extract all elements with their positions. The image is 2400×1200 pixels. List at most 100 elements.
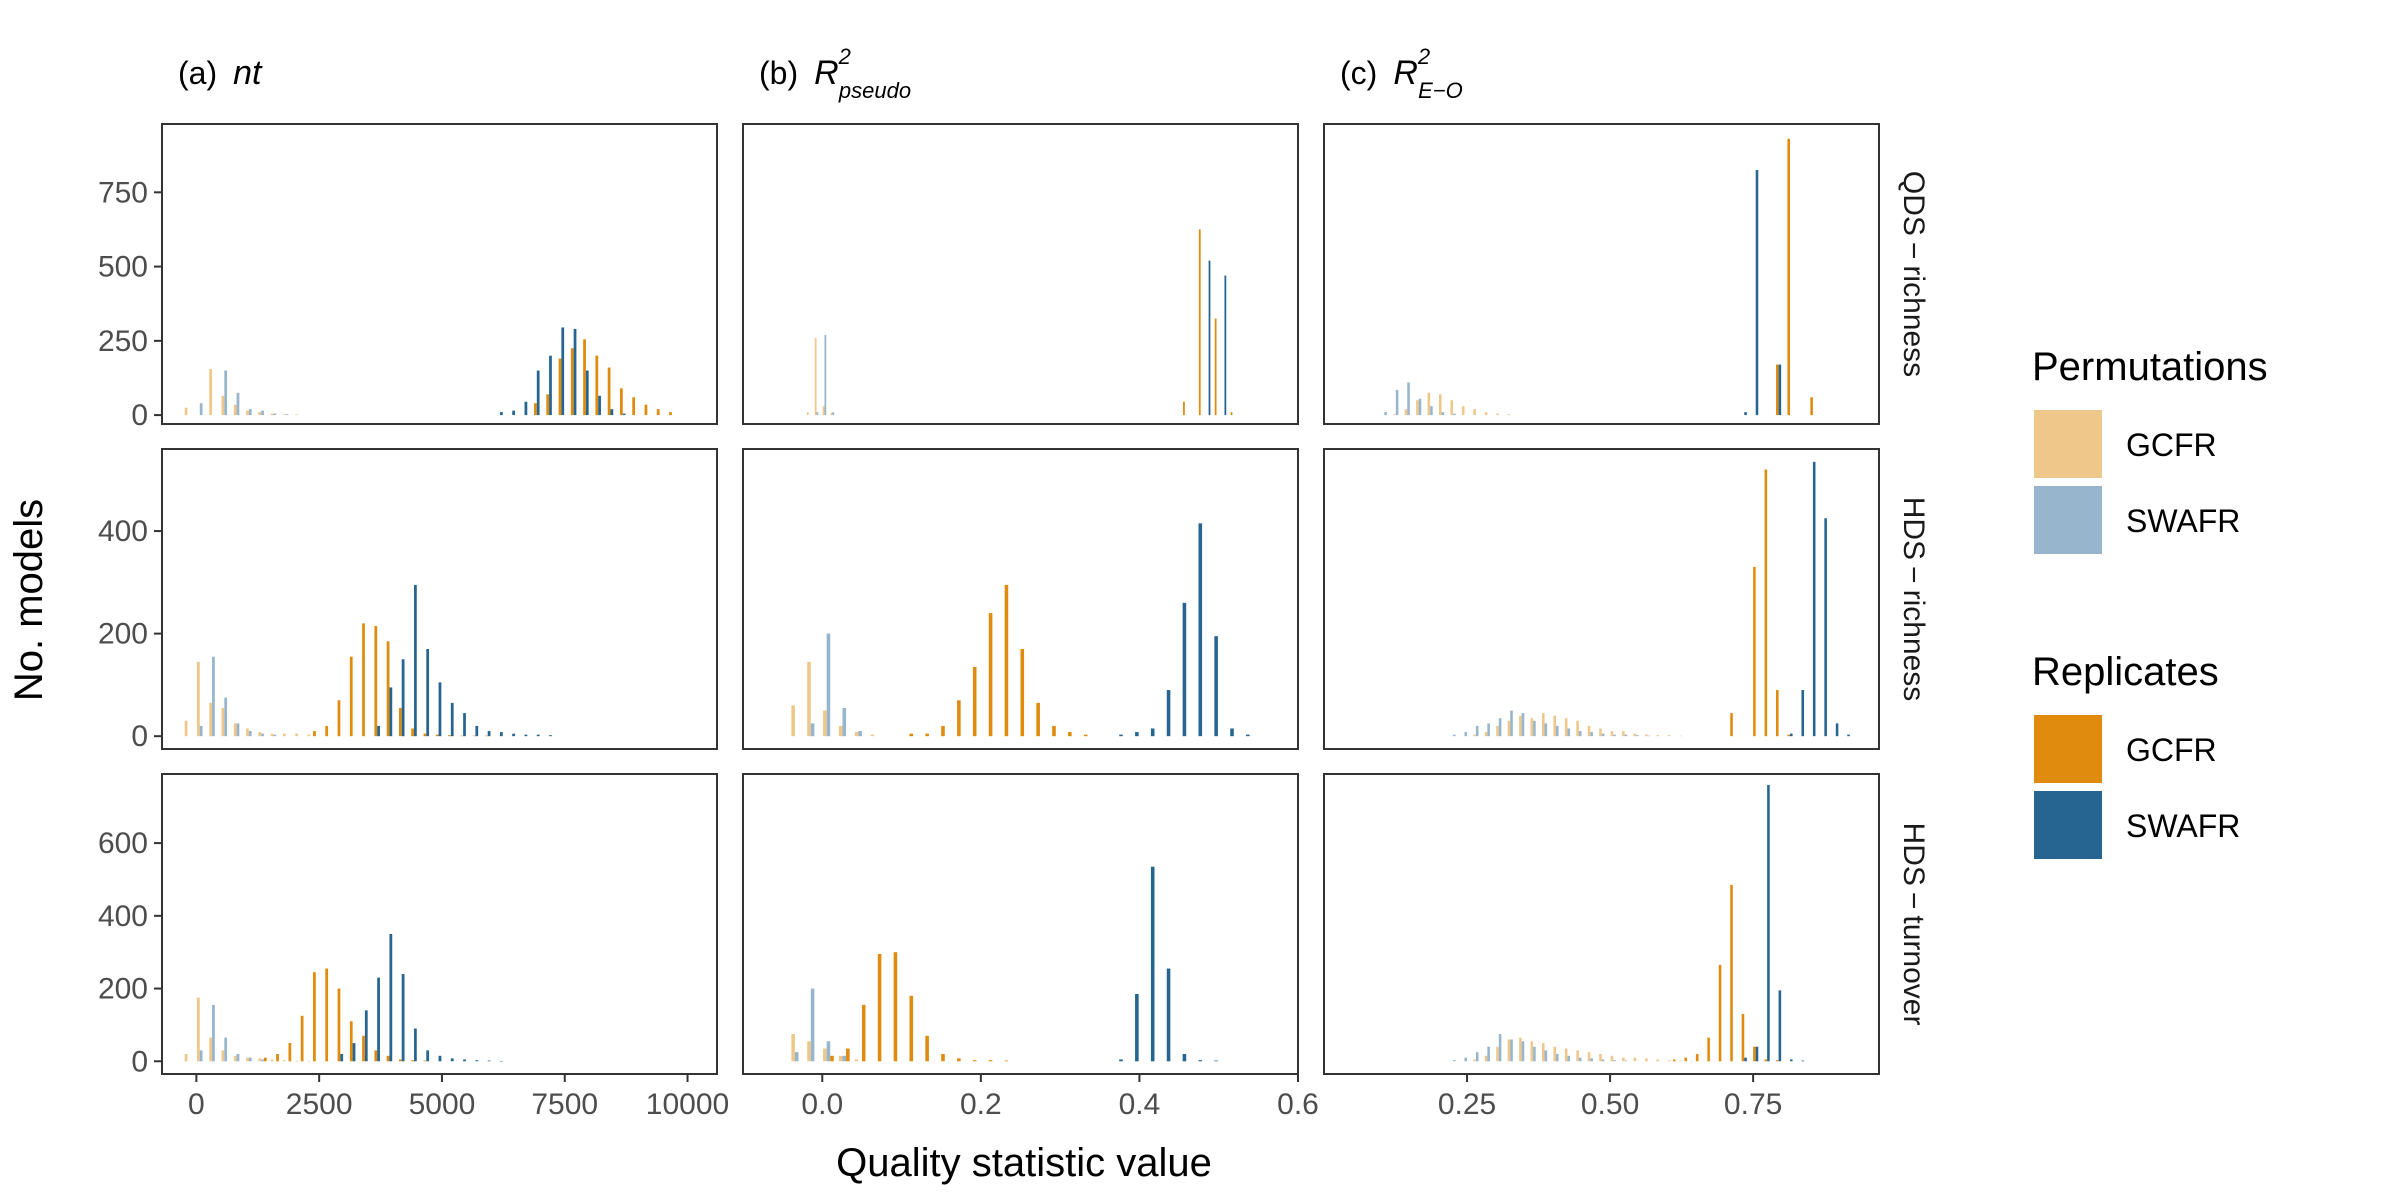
bar-rep-swafr (450, 1058, 454, 1062)
bar-perm-gcfr (1496, 413, 1499, 416)
bar-rep-gcfr (1083, 734, 1088, 737)
panel-background (743, 774, 1298, 1074)
bar-perm-gcfr (1484, 412, 1488, 416)
bar-perm-gcfr (295, 414, 298, 416)
bar-rep-swafr (1119, 1059, 1123, 1062)
bar-perm-gcfr (1473, 409, 1476, 416)
bar-rep-swafr (1135, 994, 1139, 1062)
bar-rep-gcfr (374, 1050, 378, 1062)
bar-rep-swafr (524, 401, 528, 416)
bar-rep-gcfr (411, 728, 415, 737)
bar-rep-gcfr (276, 1054, 279, 1062)
bar-rep-swafr (1744, 412, 1747, 416)
bar-perm-swafr (1395, 389, 1399, 416)
bar-rep-swafr (1801, 1060, 1805, 1062)
bar-rep-swafr (585, 370, 589, 416)
y-axis-title: No. models (7, 499, 51, 701)
bar-rep-gcfr (1198, 229, 1201, 416)
bar-perm-swafr (1613, 1060, 1616, 1062)
panel-hds-richness-nt: 0 200 400 (98, 448, 718, 753)
bar-perm-gcfr (1564, 718, 1568, 737)
bar-perm-swafr (261, 1059, 264, 1062)
bar-rep-swafr (1135, 732, 1139, 737)
bar-rep-gcfr (1214, 318, 1217, 416)
y-tick-label: 400 (98, 900, 148, 933)
bar-rep-gcfr (861, 1004, 866, 1062)
bar-perm-gcfr (1393, 414, 1396, 416)
bar-perm-swafr (1384, 412, 1387, 416)
bar-perm-swafr (1487, 1046, 1490, 1062)
bar-rep-gcfr (1183, 401, 1185, 416)
bar-perm-gcfr (1690, 1060, 1694, 1062)
column-title-superscript: 2 (1417, 44, 1430, 69)
column-title-prefix: (a) (178, 55, 233, 91)
bar-rep-swafr (1824, 518, 1827, 737)
row-strip-label: HDS − turnover (1897, 823, 1930, 1026)
bar-rep-swafr (1198, 523, 1203, 737)
bar-perm-gcfr (1587, 1052, 1591, 1062)
x-tick-label: 0.50 (1581, 1088, 1639, 1121)
y-tick-label: 750 (98, 176, 148, 209)
bar-rep-gcfr (362, 1035, 365, 1062)
bar-rep-swafr (499, 412, 503, 416)
bar-perm-gcfr (295, 733, 298, 737)
bar-perm-gcfr (258, 732, 262, 737)
bar-perm-gcfr (1679, 1060, 1682, 1062)
bar-perm-gcfr (196, 997, 200, 1062)
bar-rep-gcfr (583, 339, 586, 416)
x-tick-label: 7500 (531, 1088, 598, 1121)
bar-rep-swafr (549, 355, 552, 416)
bar-rep-swafr (1224, 275, 1227, 416)
y-tick-label: 200 (98, 973, 148, 1006)
bar-perm-gcfr (854, 1059, 859, 1062)
bar-rep-gcfr (644, 404, 648, 416)
bar-perm-gcfr (1507, 1039, 1511, 1062)
bar-rep-swafr (401, 974, 405, 1062)
bar-rep-gcfr (1020, 649, 1025, 737)
bar-rep-swafr (598, 395, 601, 416)
bar-rep-swafr (512, 410, 516, 416)
bar-rep-swafr (463, 1059, 466, 1062)
bar-rep-swafr (1166, 968, 1171, 1062)
bar-perm-gcfr (209, 1037, 213, 1062)
bar-perm-swafr (1578, 1057, 1582, 1062)
bar-perm-swafr (212, 1004, 215, 1062)
panel-hds-richness-pseudo (742, 448, 1299, 750)
bar-rep-swafr (401, 659, 405, 737)
bar-rep-swafr (487, 731, 491, 737)
bar-perm-gcfr (1496, 725, 1499, 737)
bar-rep-swafr (622, 413, 626, 416)
bar-rep-swafr (561, 327, 565, 416)
bar-rep-gcfr (909, 995, 914, 1062)
bar-perm-gcfr (1633, 1057, 1637, 1062)
bar-perm-swafr (224, 1037, 228, 1062)
bar-rep-swafr (364, 1010, 368, 1062)
bar-rep-gcfr (349, 656, 353, 737)
bar-rep-gcfr (398, 1059, 402, 1062)
bar-perm-swafr (1453, 413, 1456, 416)
bar-perm-swafr (224, 370, 228, 416)
bar-rep-gcfr (1776, 690, 1779, 737)
bar-rep-gcfr (925, 1035, 929, 1062)
bar-rep-swafr (499, 1060, 503, 1062)
column-title-stat: nt (233, 54, 263, 92)
bar-rep-gcfr (830, 1055, 834, 1062)
bar-rep-gcfr (1764, 469, 1768, 737)
bar-perm-swafr (236, 392, 240, 416)
row-strips-layer: QDS − richness HDS − richness HDS − turnov… (1897, 171, 1930, 1026)
legend-group-replicates: Replicates GCFR SWAFR (2032, 650, 2240, 859)
panel-background (162, 774, 717, 1074)
legend-title: Permutations (2032, 345, 2268, 389)
bar-perm-gcfr (1473, 1059, 1476, 1062)
bar-rep-gcfr (386, 641, 390, 737)
bar-rep-gcfr (1776, 364, 1779, 416)
bar-perm-swafr (1510, 1039, 1513, 1062)
bar-perm-gcfr (184, 407, 188, 416)
bar-rep-gcfr (349, 1021, 353, 1062)
bar-perm-swafr (261, 410, 264, 416)
bar-perm-swafr (236, 723, 240, 737)
bar-rep-swafr (475, 725, 479, 737)
bar-rep-gcfr (570, 348, 574, 416)
bar-perm-swafr (1464, 1057, 1468, 1062)
